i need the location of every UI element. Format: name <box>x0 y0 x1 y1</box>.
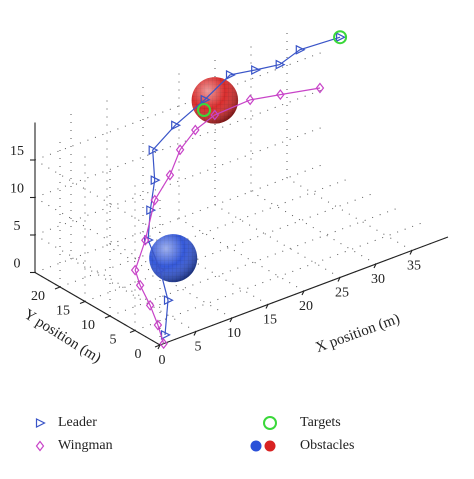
leader-point <box>171 120 182 131</box>
leader-point <box>150 175 161 186</box>
z-tick-label: 5 <box>14 219 21 234</box>
y-tick-label: 5 <box>110 333 117 348</box>
wingman-point <box>191 124 200 136</box>
leader-point <box>148 145 159 156</box>
wingman-point <box>145 299 155 311</box>
y-tick <box>129 329 136 334</box>
y-tick-label: 20 <box>31 289 45 304</box>
y-axis <box>34 272 161 346</box>
x-tick-label: 25 <box>335 286 349 301</box>
wingman-point <box>159 338 168 350</box>
leader-point <box>163 295 174 306</box>
wingman-point <box>141 234 150 246</box>
grid-line <box>59 137 349 288</box>
legend: Leader Wingman Targets Obstacles <box>35 415 354 453</box>
trajectory-line <box>134 87 321 344</box>
wingman-point <box>245 94 255 106</box>
x-tick <box>193 331 197 336</box>
x-tick-label: 5 <box>195 340 202 355</box>
legend-label: Leader <box>58 415 97 430</box>
legend-label: Wingman <box>58 438 113 453</box>
grid-line <box>250 41 377 265</box>
plot-area <box>130 30 348 350</box>
trajectory-line <box>147 36 341 335</box>
y-tick <box>54 286 61 290</box>
x-tick-label: 15 <box>263 313 277 328</box>
grid-line <box>34 51 324 233</box>
x-tick-label: 0 <box>159 353 166 368</box>
legend-label: Obstacles <box>300 438 354 453</box>
grid-line <box>106 95 233 319</box>
grid-line <box>34 126 324 308</box>
leader-point <box>295 44 306 55</box>
obstacle-shade <box>191 77 239 124</box>
leader-point <box>251 65 262 75</box>
x-axis-label: X position (m) <box>314 311 402 356</box>
grid-line <box>134 180 424 331</box>
x-tick-label: 35 <box>407 259 421 274</box>
y-tick <box>154 344 161 348</box>
leader-point <box>156 265 167 276</box>
wingman-point <box>175 144 185 156</box>
wingman-point <box>165 169 175 181</box>
legend-marker <box>250 440 262 452</box>
x-tick <box>301 290 305 296</box>
grid-line <box>70 109 197 332</box>
x-tick <box>265 304 269 309</box>
leader-point <box>225 69 236 80</box>
y-tick <box>104 315 111 319</box>
grid-line <box>84 151 374 302</box>
legend-marker <box>263 416 277 430</box>
legend-marker <box>35 440 45 452</box>
y-tick <box>79 300 86 305</box>
leader-point <box>143 235 154 245</box>
wingman-point <box>276 89 285 101</box>
wingman-point <box>153 319 163 331</box>
grid-line <box>178 68 305 292</box>
grid-line <box>159 195 449 346</box>
wingman-point <box>210 109 220 121</box>
x-tick <box>337 277 341 282</box>
x-tick-label: 30 <box>371 272 385 287</box>
legend-marker <box>264 440 276 452</box>
wingman-point <box>135 279 145 291</box>
y-tick-label: 15 <box>56 304 70 319</box>
target <box>197 103 211 117</box>
grid-line <box>286 28 413 251</box>
obstacle-shade <box>149 234 198 283</box>
z-tick-label: 0 <box>14 257 21 272</box>
legend-marker <box>35 418 46 428</box>
axes: 0 5 10 15 20 25 30 35 0 5 10 15 20 0 5 10 15 X position (… <box>10 122 449 368</box>
x-tick <box>409 250 413 255</box>
y-tick-label: 10 <box>81 318 95 333</box>
y-tick-label: 0 <box>135 347 142 362</box>
leader-point <box>146 205 157 216</box>
x-tick-label: 10 <box>227 326 241 341</box>
grid-line <box>214 55 341 278</box>
wingman-point <box>130 264 140 276</box>
leader-point <box>200 94 211 105</box>
grid <box>34 28 449 346</box>
leader-point <box>275 59 286 70</box>
grid-line <box>109 166 399 317</box>
x-tick-label: 20 <box>299 299 313 314</box>
z-tick-label: 10 <box>10 182 24 197</box>
wingman-point <box>150 194 160 206</box>
target <box>333 30 348 45</box>
legend-label: Targets <box>300 415 341 430</box>
x-tick <box>229 317 233 323</box>
wingman-point <box>315 82 325 94</box>
leader-point <box>335 32 346 43</box>
x-tick <box>373 263 377 269</box>
z-tick-label: 15 <box>10 144 24 159</box>
